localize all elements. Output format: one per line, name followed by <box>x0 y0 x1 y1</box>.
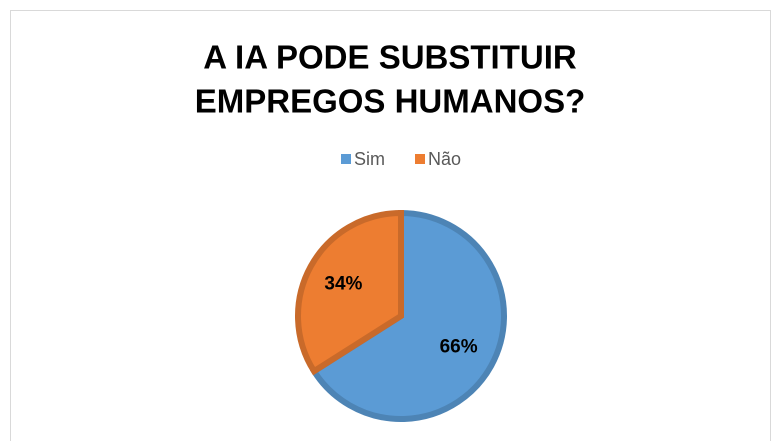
legend-label: Sim <box>354 149 385 169</box>
legend-swatch <box>415 154 425 164</box>
chart-title: A IA PODE SUBSTITUIR <box>203 39 577 76</box>
pie-slice <box>309 209 507 422</box>
legend-label: Não <box>428 149 461 169</box>
legend-swatch <box>341 154 351 164</box>
pie-slice <box>295 209 404 376</box>
chart-title: EMPREGOS HUMANOS? <box>195 83 586 120</box>
data-label: 34% <box>324 273 362 294</box>
data-label: 66% <box>440 337 478 358</box>
